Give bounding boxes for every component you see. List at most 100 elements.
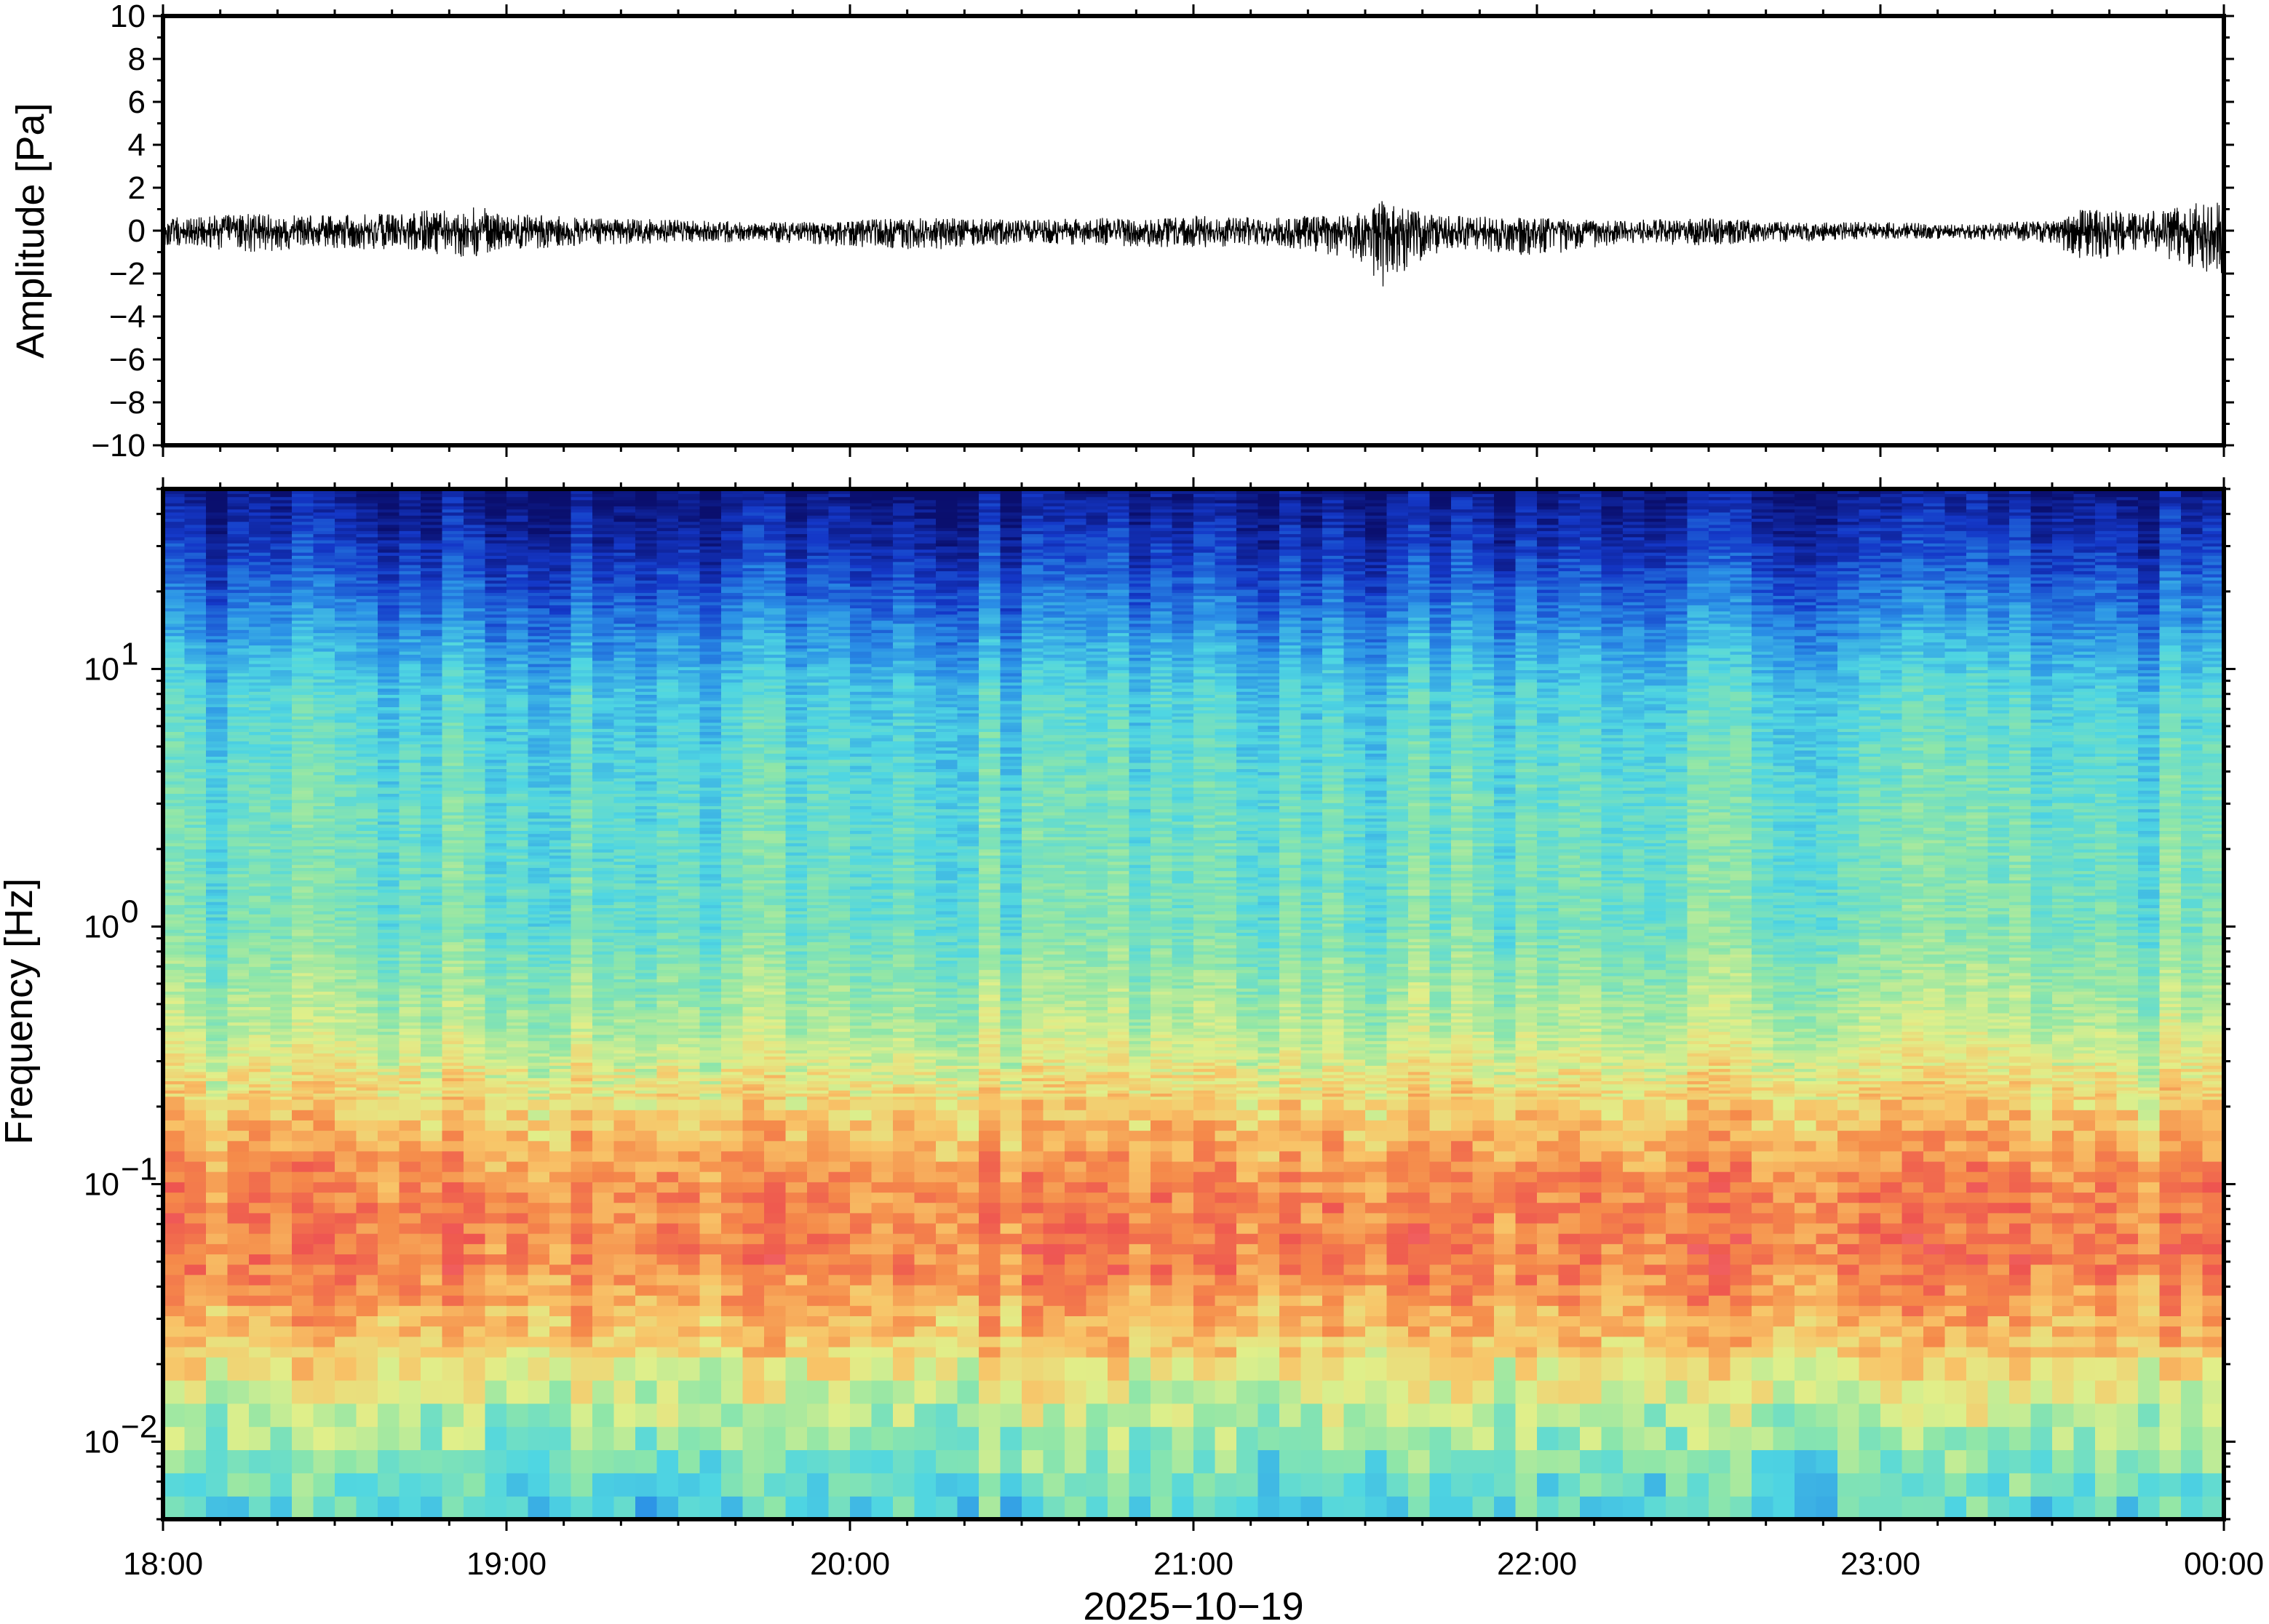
spectrogram-cell xyxy=(421,568,442,571)
spectrogram-cell xyxy=(400,602,421,605)
spectrogram-cell xyxy=(421,1038,442,1041)
spectrogram-cell xyxy=(249,580,271,584)
spectrogram-cell xyxy=(249,911,271,915)
spectrogram-cell xyxy=(357,1050,378,1054)
spectrogram-cell xyxy=(163,818,185,821)
spectrogram-cell xyxy=(292,963,314,967)
spectrogram-cell xyxy=(185,1044,207,1048)
spectrogram-cell xyxy=(249,1223,271,1234)
spectrogram-cell xyxy=(314,1120,335,1131)
spectrogram-cell xyxy=(249,815,271,819)
spectrogram-cell xyxy=(528,540,550,544)
spectrogram-cell xyxy=(378,867,400,871)
spectrogram-cell xyxy=(185,503,207,506)
spectrogram-cell xyxy=(185,710,207,714)
spectrogram-cell xyxy=(378,1090,400,1094)
spectrogram-cell xyxy=(506,914,528,918)
spectrogram-cell xyxy=(442,670,464,674)
spectrogram-cell xyxy=(528,1233,550,1244)
spectrogram-cell xyxy=(249,821,271,825)
spectrogram-cell xyxy=(335,1326,357,1337)
spectrogram-cell xyxy=(421,1007,442,1011)
spectrogram-cell xyxy=(506,908,528,912)
spectrogram-cell xyxy=(421,1090,442,1094)
spectrogram-cell xyxy=(206,790,228,794)
spectrogram-cell xyxy=(421,732,442,736)
spectrogram-cell xyxy=(228,923,250,927)
spectrogram-cell xyxy=(506,760,528,763)
spectrogram-cell xyxy=(464,849,485,853)
spectrogram-cell xyxy=(549,954,571,958)
spectrogram-cell xyxy=(357,515,378,519)
spectrogram-cell xyxy=(571,530,593,534)
spectrogram-cell xyxy=(206,1090,228,1094)
spectrogram-cell xyxy=(292,871,314,875)
spectrogram-cell xyxy=(271,750,293,754)
spectrogram-cell xyxy=(378,948,400,952)
spectrogram-cell xyxy=(292,976,314,979)
spectrogram-cell xyxy=(528,846,550,850)
spectrogram-cell xyxy=(292,939,314,942)
spectrogram-cell xyxy=(528,892,550,896)
spectrogram-cell xyxy=(206,725,228,729)
spectrogram-cell xyxy=(314,784,335,788)
spectrogram-cell xyxy=(592,1171,614,1182)
spectrogram-cell xyxy=(271,621,293,624)
spectrogram-cell xyxy=(206,614,228,618)
spectrogram-cell xyxy=(335,738,357,741)
spectrogram-cell xyxy=(571,849,593,853)
spectrogram-cell xyxy=(421,914,442,918)
spectrogram-cell xyxy=(421,772,442,776)
spectrogram-cell xyxy=(571,1007,593,1011)
spectrogram-cell xyxy=(163,552,185,556)
spectrogram-cell xyxy=(314,577,335,581)
spectrogram-cell xyxy=(485,1449,507,1473)
spectrogram-cell xyxy=(571,781,593,784)
spectrogram-cell xyxy=(228,515,250,519)
spectrogram-cell xyxy=(506,818,528,821)
spectrogram-cell xyxy=(292,728,314,732)
spectrogram-cell xyxy=(378,1072,400,1075)
spectrogram-cell xyxy=(592,852,614,856)
spectrogram-cell xyxy=(249,1038,271,1041)
spectrogram-cell xyxy=(464,720,485,723)
spectrogram-cell xyxy=(206,515,228,519)
spectrogram-cell xyxy=(400,948,421,952)
spectrogram-cell xyxy=(185,1243,207,1254)
spectrogram-cell xyxy=(249,629,271,633)
spectrogram-cell xyxy=(292,1203,314,1214)
spectrogram-cell xyxy=(464,728,485,732)
spectrogram-cell xyxy=(442,651,464,655)
spectrogram-cell xyxy=(421,787,442,791)
spectrogram-cell xyxy=(292,565,314,568)
spectrogram-cell xyxy=(549,763,571,766)
spectrogram-cell xyxy=(506,1171,528,1182)
spectrogram-cell xyxy=(464,970,485,974)
spectrogram-cell xyxy=(314,605,335,608)
spectrogram-cell xyxy=(206,800,228,803)
spectrogram-cell xyxy=(464,599,485,602)
spectrogram-cell xyxy=(249,951,271,955)
spectrogram-cell xyxy=(442,592,464,596)
spectrogram-cell xyxy=(506,596,528,600)
spectrogram-cell xyxy=(357,1084,378,1088)
spectrogram-cell xyxy=(163,732,185,736)
spectrogram-cell xyxy=(292,960,314,964)
spectrogram-cell xyxy=(249,874,271,877)
spectrogram-cell xyxy=(292,973,314,976)
spectrogram-cell xyxy=(506,688,528,692)
spectrogram-cell xyxy=(292,790,314,794)
spectrogram-cell xyxy=(228,787,250,791)
spectrogram-cell xyxy=(249,621,271,624)
spectrogram-cell xyxy=(314,1182,335,1193)
spectrogram-cell xyxy=(206,577,228,581)
spectrogram-cell xyxy=(271,1473,293,1497)
spectrogram-cell xyxy=(421,763,442,766)
spectrogram-cell xyxy=(592,886,614,890)
spectrogram-cell xyxy=(421,963,442,967)
spectrogram-cell xyxy=(185,493,207,497)
spectrogram-cell xyxy=(421,781,442,784)
spectrogram-cell xyxy=(378,1357,400,1381)
spectrogram-cell xyxy=(292,522,314,525)
spectrogram-cell xyxy=(228,493,250,497)
